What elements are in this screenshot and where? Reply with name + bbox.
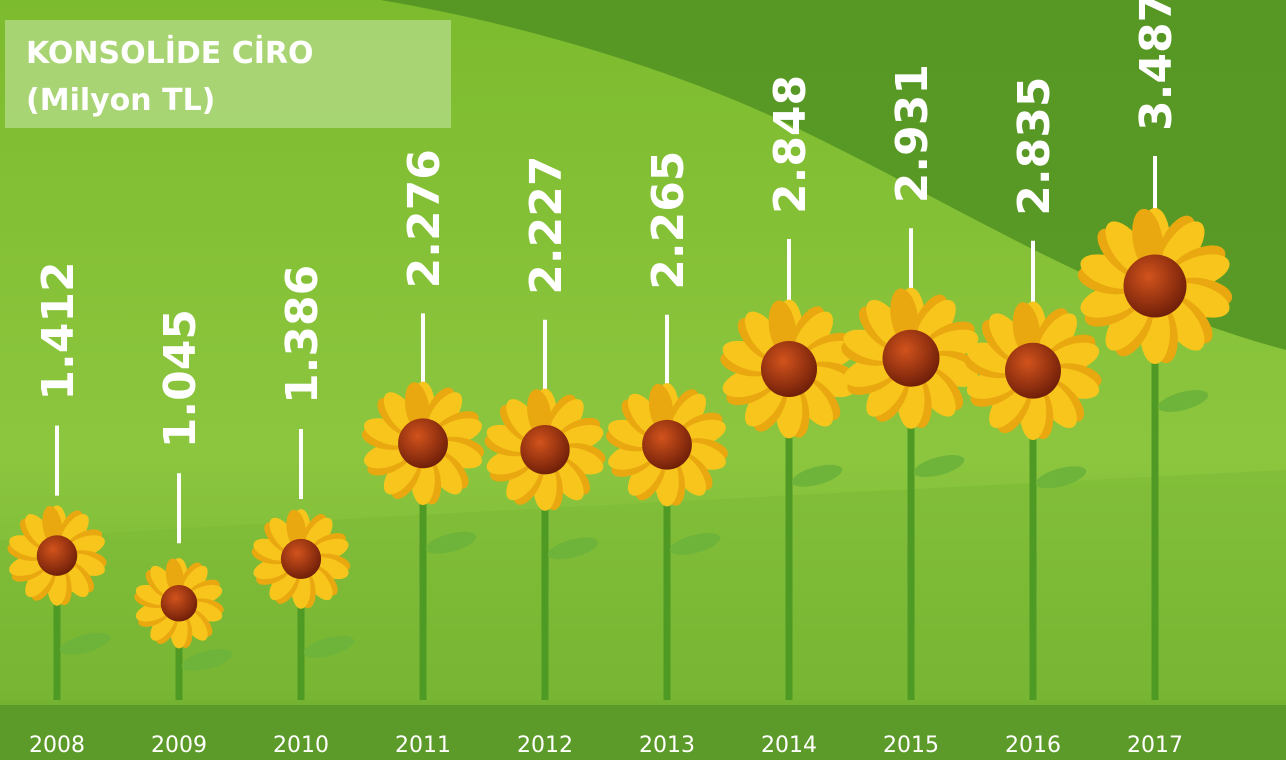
value-label: 2.848	[765, 75, 816, 214]
x-tick-label: 2012	[517, 733, 573, 758]
leaf	[425, 531, 477, 554]
sunflower	[134, 558, 224, 649]
flower-head	[760, 340, 818, 398]
x-tick-label: 2016	[1005, 733, 1061, 758]
x-tick-label: 2009	[151, 733, 207, 758]
sunflower	[841, 287, 981, 429]
value-label: 2.276	[399, 149, 450, 288]
flower-head	[398, 418, 448, 469]
ground	[0, 705, 1286, 760]
flower-head	[520, 425, 570, 475]
x-tick-label: 2015	[883, 733, 939, 758]
x-tick-label: 2008	[29, 733, 85, 758]
flower-head	[642, 419, 692, 470]
value-label: 2.227	[521, 156, 572, 295]
leaf	[181, 649, 233, 671]
sunflower	[606, 383, 728, 507]
sunflower	[361, 381, 485, 506]
leaf	[791, 464, 843, 487]
leaf	[913, 455, 965, 478]
flower-head	[882, 329, 940, 387]
x-tick-label: 2017	[1127, 733, 1183, 758]
flower-head	[280, 538, 322, 580]
leaf	[669, 532, 721, 555]
value-label: 3.487	[1131, 0, 1182, 131]
value-label: 2.931	[887, 64, 938, 203]
x-tick-label: 2010	[273, 733, 329, 758]
value-label: 2.265	[643, 151, 694, 290]
x-tick-label: 2011	[395, 733, 451, 758]
leaf	[547, 537, 599, 560]
leaf	[59, 632, 111, 655]
flower-head	[36, 535, 78, 576]
chart-subtitle: (Milyon TL)	[26, 83, 215, 118]
sunflower	[251, 509, 351, 609]
leaf	[1035, 466, 1087, 489]
value-label: 1.412	[33, 261, 84, 400]
x-tick-label: 2014	[761, 733, 817, 758]
leaf	[303, 635, 355, 658]
chart-title: KONSOLİDE CİRO	[26, 35, 314, 71]
sunflower	[964, 301, 1102, 440]
sunflower	[720, 299, 858, 439]
x-tick-label: 2013	[639, 733, 695, 758]
sunflower	[1077, 208, 1233, 364]
value-label: 2.835	[1009, 77, 1060, 216]
dark-band	[380, 0, 1286, 350]
flower-head	[1123, 254, 1187, 318]
value-label: 1.045	[155, 309, 206, 448]
value-label: 1.386	[277, 265, 328, 404]
flower-head	[1005, 342, 1061, 399]
sunflower	[7, 505, 107, 606]
leaf	[1157, 390, 1209, 412]
sunflower	[484, 388, 606, 511]
flower-head	[160, 584, 198, 622]
title-box	[5, 20, 451, 128]
